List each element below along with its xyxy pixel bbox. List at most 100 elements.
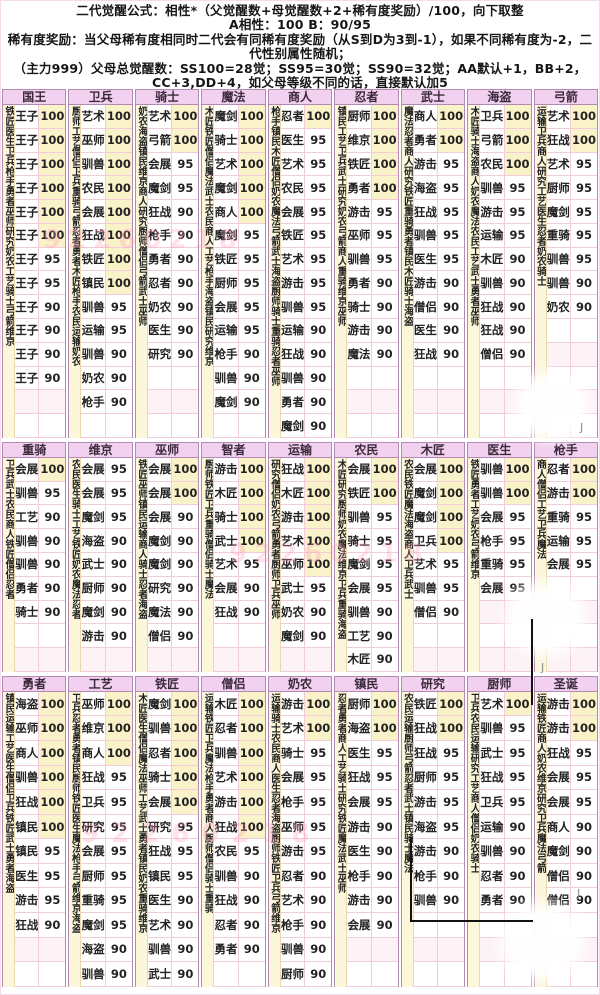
partner-class: 会展 <box>214 576 239 600</box>
parent-classes-sidebar: 卫兵武士农民商人铁匠僧侣忍者 <box>3 457 15 672</box>
pairing-row: 勇者 100 <box>347 176 398 201</box>
partner-class: 驯兽 <box>280 937 306 962</box>
pairing-row: 狂战 90 <box>480 319 531 343</box>
partner-class: 骑士 <box>15 600 40 624</box>
partner-class: 运输 <box>546 529 571 552</box>
compatibility-value <box>39 648 66 671</box>
compatibility-value <box>371 962 398 986</box>
pairing-row: 狂战 95 <box>480 765 531 791</box>
partner-class: 会展 <box>147 481 173 505</box>
pairing-row <box>480 937 531 963</box>
compatibility-value: 100 <box>172 691 199 716</box>
pairing-row: 会展 90 <box>347 913 398 938</box>
partner-class: 魔剑 <box>81 505 106 529</box>
partner-class: 游击 <box>347 319 372 342</box>
partner-class: 维京 <box>347 128 372 152</box>
partner-class: 驯兽 <box>15 553 40 576</box>
compatibility-value: 100 <box>238 457 265 481</box>
partner-class <box>546 342 571 366</box>
partner-class: 会展 <box>480 576 505 600</box>
compatibility-value: 95 <box>504 716 531 740</box>
pairing-row: 驯兽 90 <box>81 962 132 987</box>
compatibility-value: 100 <box>39 740 66 765</box>
partner-class: 研究 <box>81 814 106 839</box>
compatibility-value <box>504 624 531 648</box>
pairing-row: 僧侣 90 <box>413 295 465 320</box>
compatibility-value: 95 <box>504 576 531 600</box>
compatibility-value <box>504 390 531 414</box>
class-header: 武士 <box>401 89 465 105</box>
pairing-row: 王子 100 <box>15 176 66 201</box>
compatibility-value: 95 <box>371 553 398 576</box>
pairing-row: 研究 90 <box>147 342 199 367</box>
partner-class <box>413 913 439 937</box>
parent-classes-sidebar: 研究僧侣奶农弓箭勇者厨师卫兵巫师 <box>268 457 281 672</box>
pairing-row: 枪手 90 <box>214 342 265 367</box>
partner-class <box>15 648 40 671</box>
compatibility-value: 100 <box>238 814 265 839</box>
class-header: 圣诞 <box>534 675 597 692</box>
partner-class: 王子 <box>15 319 40 342</box>
partner-class: 木匠 <box>214 481 239 505</box>
pairing-row: 医生 95 <box>280 128 332 153</box>
partner-class: 驯兽 <box>15 529 40 552</box>
compatibility-value: 90 <box>305 390 332 414</box>
pairing-row: 巫师 100 <box>15 716 66 741</box>
pairing-row <box>413 962 465 987</box>
partner-class: 狂战 <box>347 765 372 790</box>
partner-class: 农民 <box>280 176 306 200</box>
pairing-row <box>480 624 531 649</box>
compatibility-value: 95 <box>438 576 465 600</box>
pairing-row <box>15 937 66 963</box>
compatibility-value: 100 <box>570 691 597 716</box>
pairing-row: 运输 95 <box>81 319 132 343</box>
compatibility-value <box>238 414 265 437</box>
pairing-row: 枪手 90 <box>413 863 465 889</box>
compatibility-value: 100 <box>305 691 332 716</box>
pairing-row: 海盗 100 <box>347 716 398 741</box>
pairing-rows: 会展 100 魔剑 100 魔剑 100 卫兵 100 艺术 95 驯兽 95 僧侣 90 <box>413 457 465 672</box>
partner-class: 狂战 <box>413 716 439 740</box>
parent-classes-sidebar: 运输铁匠卫兵魔法枪手勇者商人厨师僧侣骑士重骑 <box>202 691 215 987</box>
partner-class: 武士 <box>214 529 239 552</box>
class-header: 木匠 <box>401 441 465 458</box>
pairing-row: 王子 100 <box>15 105 66 129</box>
pairing-row: 木匠 90 <box>480 247 531 272</box>
compatibility-value: 95 <box>504 740 531 765</box>
pairing-row <box>546 648 597 672</box>
pairing-row <box>546 414 597 438</box>
partner-class <box>347 962 372 986</box>
partner-class: 魔法 <box>147 600 173 624</box>
pairing-row: 会展 100 <box>15 457 66 482</box>
partner-class: 魔剑 <box>81 913 106 937</box>
compatibility-value <box>105 648 132 671</box>
partner-class: 游击 <box>546 691 571 716</box>
partner-class: 驯兽 <box>480 271 505 295</box>
class-header: 僧侣 <box>202 675 265 692</box>
pairing-rows: 海盗 100 巫师 100 商人 100 驯兽 100 狂战 100 镇民 100 镇民 95 医生 95 游击… <box>15 691 66 987</box>
partner-class: 艺术 <box>546 152 571 176</box>
partner-class: 僧侣 <box>413 295 439 319</box>
pairing-row: 医生 90 <box>147 319 199 343</box>
compatibility-value: 90 <box>172 576 199 600</box>
class-column: 枪手 商人僧侣工艺卫兵魔法 忍者 100 游击 100 重骑 95 运输 95 会展 95 <box>533 441 598 672</box>
pairing-row: 商人 100 <box>15 740 66 766</box>
compatibility-value: 90 <box>39 600 66 624</box>
partner-class: 狂战 <box>546 128 571 152</box>
parent-classes-sidebar: 铁匠医生卫兵枪手勇者巫师研究奶农工艺骑士弓箭维京 <box>3 105 15 438</box>
partner-class: 镇民 <box>15 839 40 863</box>
partner-class <box>15 414 40 437</box>
partner-class: 王子 <box>15 271 40 295</box>
pairing-row: 武士 95 <box>280 576 332 601</box>
pairing-row: 忍者 90 <box>147 271 199 296</box>
pairing-row <box>147 390 199 415</box>
compatibility-value: 95 <box>172 839 199 863</box>
pairing-rows: 艺术 100 巫师 100 驯兽 100 农民 100 会展 100 狂战 100 铁匠 100 镇民 100… <box>81 105 132 438</box>
partner-class: 驯兽 <box>413 223 439 247</box>
pairing-rows: 艺术 100 弓箭 100 会展 95 魔剑 95 狂战 90 枪手 90 勇者 90 忍者 90 奶农 90 医生… <box>147 105 199 438</box>
pairing-row: 驯兽 95 <box>480 716 531 741</box>
class-column: 智者 厨师铁匠卫兵重骑僧侣骑士魔法 游击 100 木匠 100 骑士 100 武士 100 艺术 95… <box>201 441 266 672</box>
partner-class: 驯兽 <box>480 716 505 740</box>
class-column-body: 厨师铁匠卫兵重骑僧侣骑士魔法 游击 100 木匠 100 骑士 100 武士 100 艺术 95 会展… <box>202 457 265 672</box>
pairing-row: 狂战 100 <box>280 457 332 482</box>
